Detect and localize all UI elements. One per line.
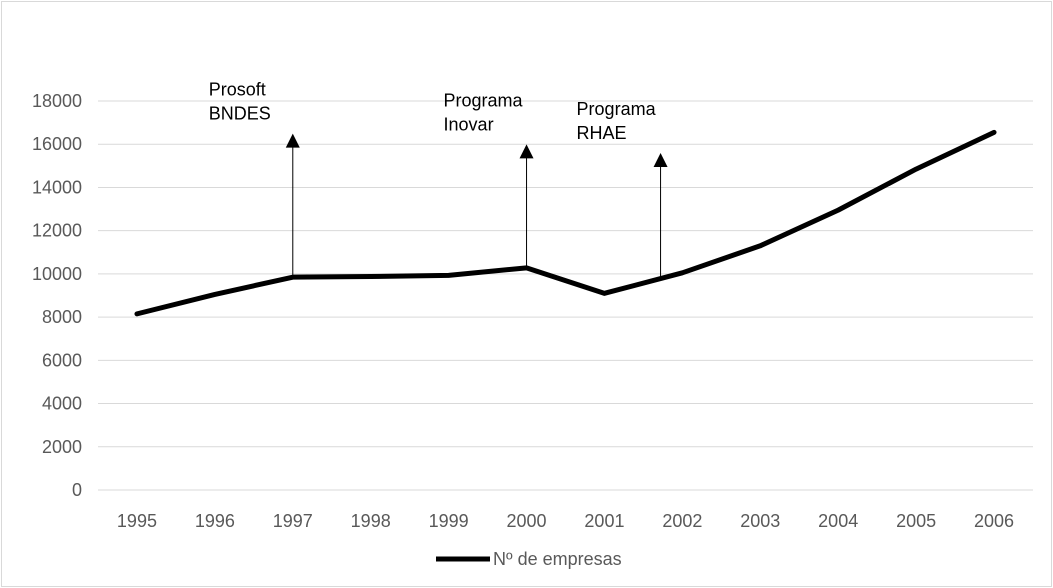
x-tick-label: 2002 (662, 511, 702, 531)
x-tick-label: 2006 (974, 511, 1014, 531)
x-tick-label: 2003 (740, 511, 780, 531)
x-tick-label: 2004 (818, 511, 858, 531)
x-tick-label: 1999 (429, 511, 469, 531)
y-tick-label: 2000 (42, 437, 82, 457)
annotation-label: RHAE (577, 123, 627, 143)
legend-label: Nº de empresas (493, 549, 622, 569)
annotation-label: Prosoft (209, 80, 266, 100)
legend: Nº de empresas (436, 549, 622, 569)
gridlines (98, 100, 1033, 491)
y-tick-label: 12000 (32, 221, 82, 241)
x-tick-label: 1996 (195, 511, 235, 531)
annotation-arrowhead (285, 133, 300, 148)
x-tick-label: 2000 (507, 511, 547, 531)
annotation-label: Programa (444, 90, 524, 110)
annotation-arrowhead (519, 144, 534, 159)
y-tick-label: 6000 (42, 350, 82, 370)
y-tick-label: 14000 (32, 177, 82, 197)
x-tick-label: 1998 (351, 511, 391, 531)
x-tick-label: 2001 (584, 511, 624, 531)
series-line (134, 129, 997, 317)
y-axis-tick-labels: 0 2000 4000 6000 8000 10000 12000 14000 16000 180… (32, 91, 82, 500)
y-tick-label: 4000 (42, 394, 82, 414)
y-tick-label: 16000 (32, 134, 82, 154)
y-tick-label: 10000 (32, 264, 82, 284)
y-tick-label: 0 (72, 480, 82, 500)
annotation-arrowhead (653, 153, 668, 168)
y-tick-label: 18000 (32, 91, 82, 111)
x-tick-label: 2005 (896, 511, 936, 531)
annotation-label: Programa (577, 99, 657, 119)
annotations: Prosoft BNDES Programa Inovar Programa RHAE (209, 80, 668, 278)
series-lines (134, 129, 997, 317)
annotation-label: BNDES (209, 104, 271, 124)
x-tick-label: 1995 (117, 511, 157, 531)
y-tick-label: 8000 (42, 307, 82, 327)
annotation-label: Inovar (444, 114, 494, 134)
x-tick-label: 1997 (273, 511, 313, 531)
x-axis-tick-labels: 1995 1996 1997 1998 1999 2000 2001 2002 2003 2004… (117, 511, 1014, 531)
